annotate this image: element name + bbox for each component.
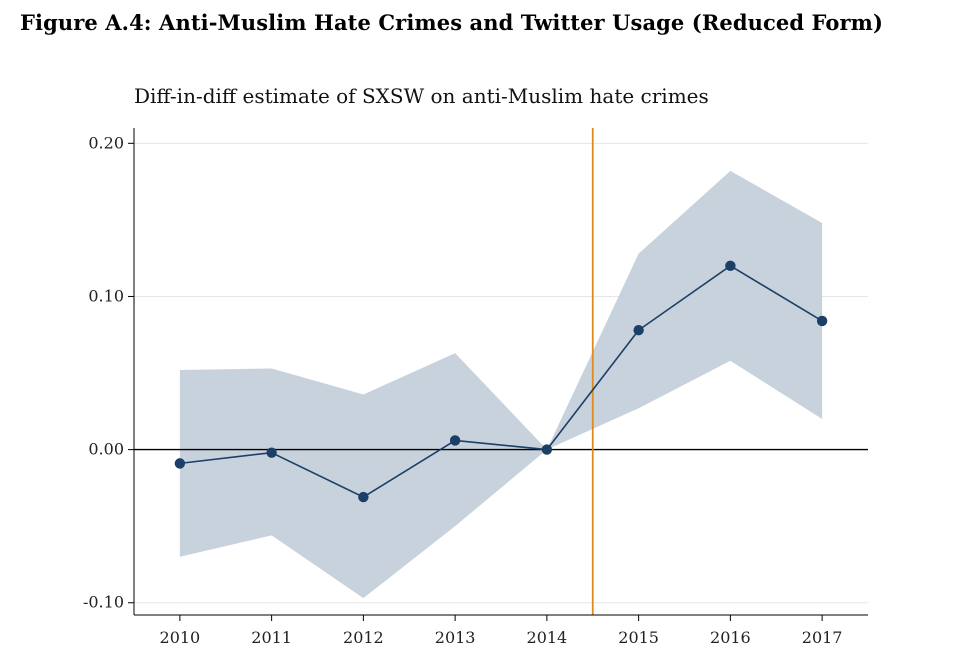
x-tick-label-2016: 2016 bbox=[710, 628, 751, 647]
data-point-2013 bbox=[449, 435, 461, 446]
reference-lines bbox=[134, 128, 868, 615]
data-point-2014 bbox=[541, 444, 553, 455]
y-tick-label-0.00: 0.00 bbox=[88, 440, 124, 459]
chart-title: Diff-in-diff estimate of SXSW on anti-Mu… bbox=[134, 84, 709, 108]
x-tick-label-2013: 2013 bbox=[435, 628, 476, 647]
x-tick-label-2017: 2017 bbox=[802, 628, 843, 647]
x-tick-label-2011: 2011 bbox=[251, 628, 292, 647]
data-point-2016 bbox=[725, 260, 736, 272]
x-tick-label-2012: 2012 bbox=[343, 628, 384, 647]
y-tick-label-0.20: 0.20 bbox=[88, 133, 124, 152]
data-points bbox=[174, 260, 828, 503]
data-point-2011 bbox=[266, 447, 277, 458]
x-tick-label-2015: 2015 bbox=[618, 628, 659, 647]
confidence-band bbox=[179, 170, 823, 599]
data-point-2015 bbox=[633, 324, 644, 336]
data-point-2017 bbox=[816, 315, 828, 327]
series-line bbox=[179, 264, 823, 498]
estimate-line bbox=[179, 264, 823, 498]
ci-band bbox=[179, 170, 823, 599]
x-tick-label-2014: 2014 bbox=[527, 628, 568, 647]
x-tick-label-2010: 2010 bbox=[160, 628, 201, 647]
data-point-2012 bbox=[358, 491, 369, 503]
y-tick-label--0.10: -0.10 bbox=[83, 593, 124, 612]
axes: 0.20 0.10 0.00 -0.10 2010 2011 2012 2013 2014 201… bbox=[83, 128, 868, 647]
y-tick-label-0.10: 0.10 bbox=[88, 286, 124, 305]
data-point-2010 bbox=[174, 458, 186, 469]
figure-title: Figure A.4: Anti-Muslim Hate Crimes and … bbox=[20, 10, 884, 35]
